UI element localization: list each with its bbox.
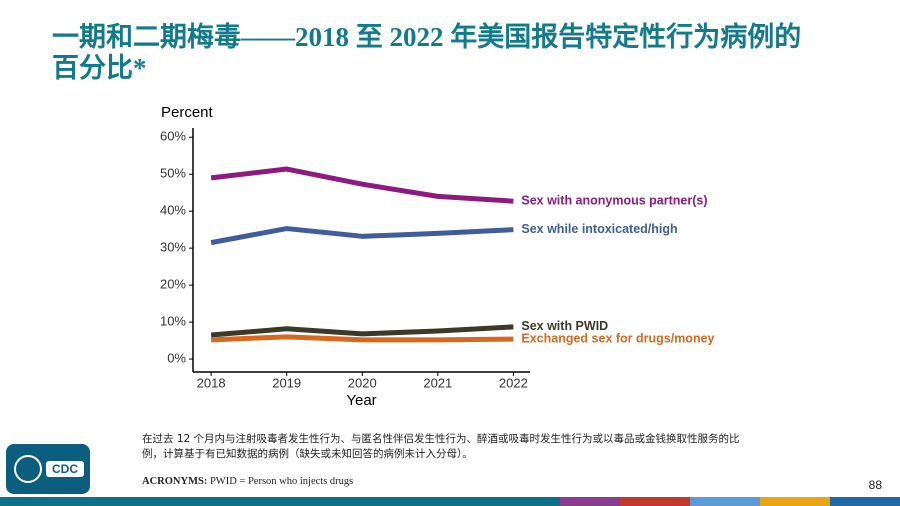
series-label: Sex while intoxicated/high bbox=[521, 222, 677, 236]
series-line bbox=[210, 226, 514, 246]
slide-title: 一期和二期梅毒——2018 至 2022 年美国报告特定性行为病例的百分比* bbox=[52, 22, 802, 83]
series-label: Exchanged sex for drugs/money bbox=[521, 331, 714, 345]
x-axis-label: Year bbox=[346, 392, 376, 409]
y-tick-label: 60% bbox=[160, 129, 186, 144]
acronyms-label: ACRONYMS: bbox=[142, 476, 208, 487]
y-tick-label: 20% bbox=[160, 277, 186, 292]
series-line bbox=[210, 166, 514, 204]
acronyms: ACRONYMS: PWID = Person who injects drug… bbox=[142, 476, 353, 487]
y-tick-label: 30% bbox=[160, 240, 186, 255]
series-label: Sex with PWID bbox=[521, 319, 608, 333]
logo-text: CDC bbox=[52, 462, 78, 476]
y-tick-label: 40% bbox=[160, 203, 186, 218]
x-tick-label: 2021 bbox=[423, 375, 452, 390]
series-line bbox=[210, 324, 514, 338]
bottom-bar bbox=[0, 497, 900, 506]
series-label: Sex with anonymous partner(s) bbox=[521, 193, 707, 207]
series-line bbox=[211, 334, 514, 343]
page-number: 88 bbox=[868, 478, 882, 492]
x-tick-label: 2018 bbox=[197, 375, 226, 390]
y-axis-label: Percent bbox=[161, 104, 214, 121]
y-tick-label: 0% bbox=[167, 350, 186, 365]
x-tick-label: 2020 bbox=[348, 375, 377, 390]
acronyms-text: PWID = Person who injects drugs bbox=[209, 476, 354, 487]
x-tick-label: 2019 bbox=[272, 375, 301, 390]
y-tick-label: 50% bbox=[160, 166, 186, 181]
x-tick-label: 2022 bbox=[499, 375, 528, 390]
y-tick-label: 10% bbox=[160, 314, 186, 329]
logo: CDC bbox=[6, 444, 90, 494]
footnote: 在过去 12 个月内与注射吸毒者发生性行为、与匿名性伴侣发生性行为、醉酒或吸毒时… bbox=[142, 433, 740, 460]
